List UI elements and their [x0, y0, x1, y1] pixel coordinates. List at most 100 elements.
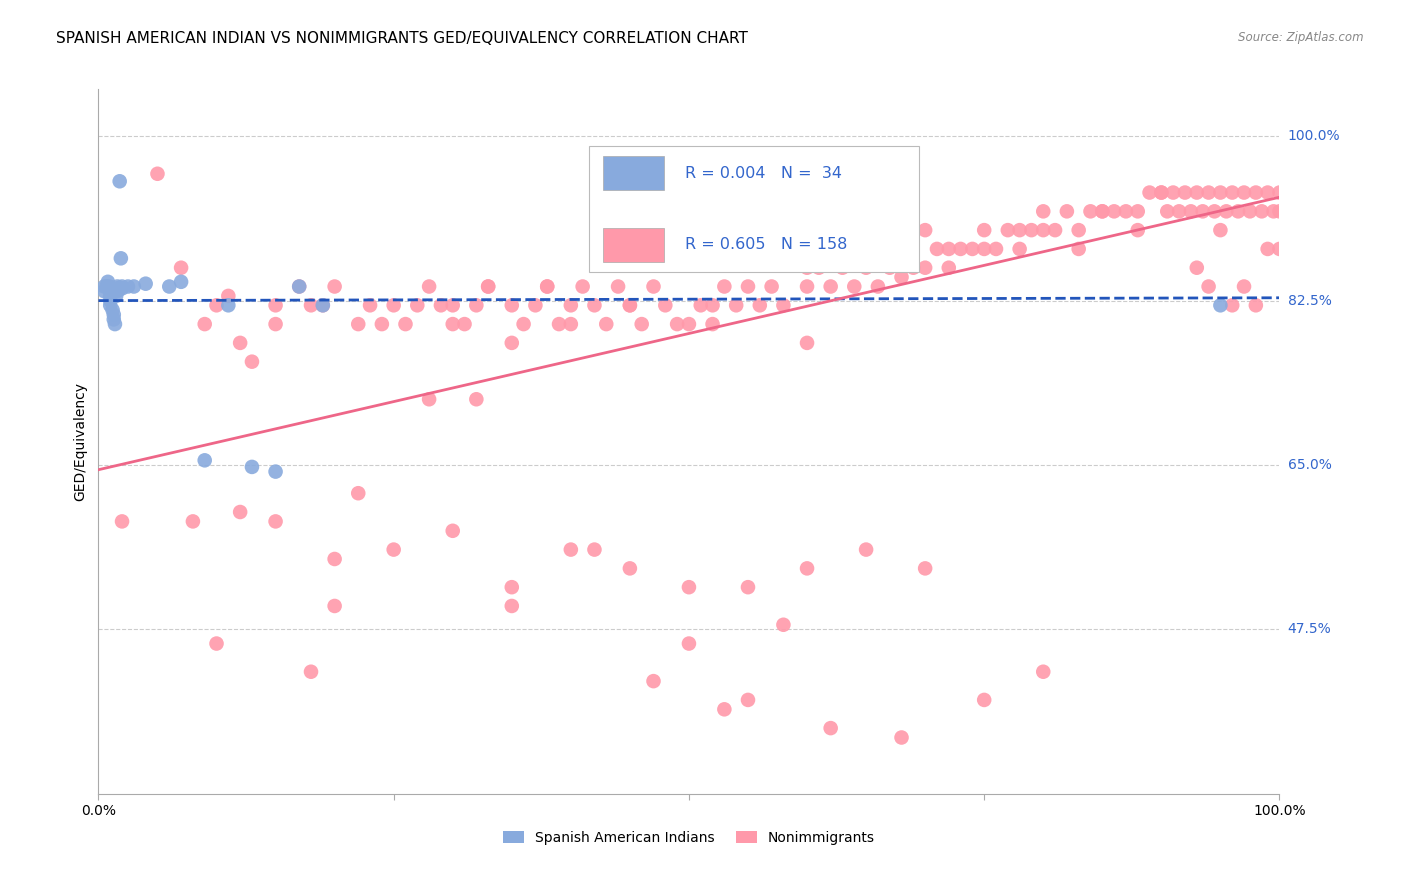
Point	[1126, 204, 1149, 219]
Point	[1185, 260, 1208, 275]
Point	[323, 279, 346, 293]
Point	[524, 298, 547, 312]
Point	[1161, 186, 1184, 200]
Point	[93, 279, 115, 293]
Point	[796, 279, 818, 293]
Point	[157, 279, 180, 293]
Point	[441, 298, 464, 312]
Point	[441, 524, 464, 538]
Point	[997, 223, 1019, 237]
Point	[973, 223, 995, 237]
Point	[194, 317, 217, 331]
Point	[820, 279, 842, 293]
Point	[914, 223, 936, 237]
Point	[1209, 186, 1232, 200]
Point	[406, 298, 429, 312]
Point	[453, 317, 475, 331]
Point	[866, 279, 889, 293]
Point	[323, 599, 346, 613]
Point	[1008, 242, 1031, 256]
Point	[855, 242, 877, 256]
Point	[548, 317, 571, 331]
Point	[312, 298, 335, 312]
Point	[820, 721, 842, 735]
Point	[1032, 223, 1054, 237]
Point	[607, 279, 630, 293]
Point	[702, 317, 724, 331]
Point	[689, 298, 711, 312]
Point	[1032, 665, 1054, 679]
Point	[111, 281, 134, 295]
Point	[619, 298, 641, 312]
Point	[117, 279, 139, 293]
Point	[571, 279, 593, 293]
Point	[1268, 186, 1291, 200]
Point	[619, 298, 641, 312]
Point	[1204, 204, 1226, 219]
Point	[501, 298, 523, 312]
Point	[1257, 242, 1279, 256]
Text: 82.5%: 82.5%	[1288, 293, 1331, 308]
FancyBboxPatch shape	[603, 228, 664, 262]
Legend: Spanish American Indians, Nonimmigrants: Spanish American Indians, Nonimmigrants	[498, 825, 880, 850]
Point	[264, 515, 287, 529]
Point	[1239, 204, 1261, 219]
Text: R = 0.605   N = 158: R = 0.605 N = 158	[685, 237, 848, 252]
Text: 47.5%: 47.5%	[1288, 623, 1331, 637]
Point	[105, 284, 128, 298]
Point	[465, 392, 488, 407]
Point	[430, 298, 453, 312]
Point	[938, 242, 960, 256]
Point	[98, 293, 121, 308]
Point	[654, 298, 676, 312]
Text: 100.0%: 100.0%	[1288, 129, 1340, 144]
Point	[217, 298, 239, 312]
Point	[1056, 204, 1078, 219]
Point	[512, 317, 534, 331]
Point	[619, 561, 641, 575]
Point	[583, 298, 606, 312]
Point	[240, 459, 263, 474]
Point	[110, 252, 132, 266]
Point	[103, 312, 125, 326]
Point	[229, 505, 252, 519]
Point	[217, 289, 239, 303]
Point	[382, 298, 405, 312]
Point	[264, 465, 287, 479]
Point	[1244, 186, 1267, 200]
Point	[890, 270, 912, 285]
Point	[382, 542, 405, 557]
Point	[678, 636, 700, 650]
Point	[1032, 204, 1054, 219]
Point	[879, 260, 901, 275]
Point	[678, 317, 700, 331]
Point	[713, 702, 735, 716]
Point	[1220, 186, 1243, 200]
Point	[1268, 204, 1291, 219]
Point	[890, 731, 912, 745]
Point	[1220, 298, 1243, 312]
Point	[122, 279, 145, 293]
Point	[938, 260, 960, 275]
Point	[914, 561, 936, 575]
Point	[1215, 204, 1237, 219]
Point	[643, 674, 665, 689]
Point	[1174, 186, 1197, 200]
Point	[98, 298, 121, 312]
Point	[108, 174, 131, 188]
Point	[630, 317, 652, 331]
Point	[737, 279, 759, 293]
Point	[1209, 223, 1232, 237]
Point	[1139, 186, 1161, 200]
Point	[903, 260, 925, 275]
Point	[914, 260, 936, 275]
Point	[560, 298, 582, 312]
Point	[1021, 223, 1043, 237]
Point	[170, 275, 193, 289]
Point	[1043, 223, 1066, 237]
Point	[1080, 204, 1102, 219]
Point	[702, 298, 724, 312]
Point	[1091, 204, 1114, 219]
Point	[104, 317, 127, 331]
Point	[560, 317, 582, 331]
